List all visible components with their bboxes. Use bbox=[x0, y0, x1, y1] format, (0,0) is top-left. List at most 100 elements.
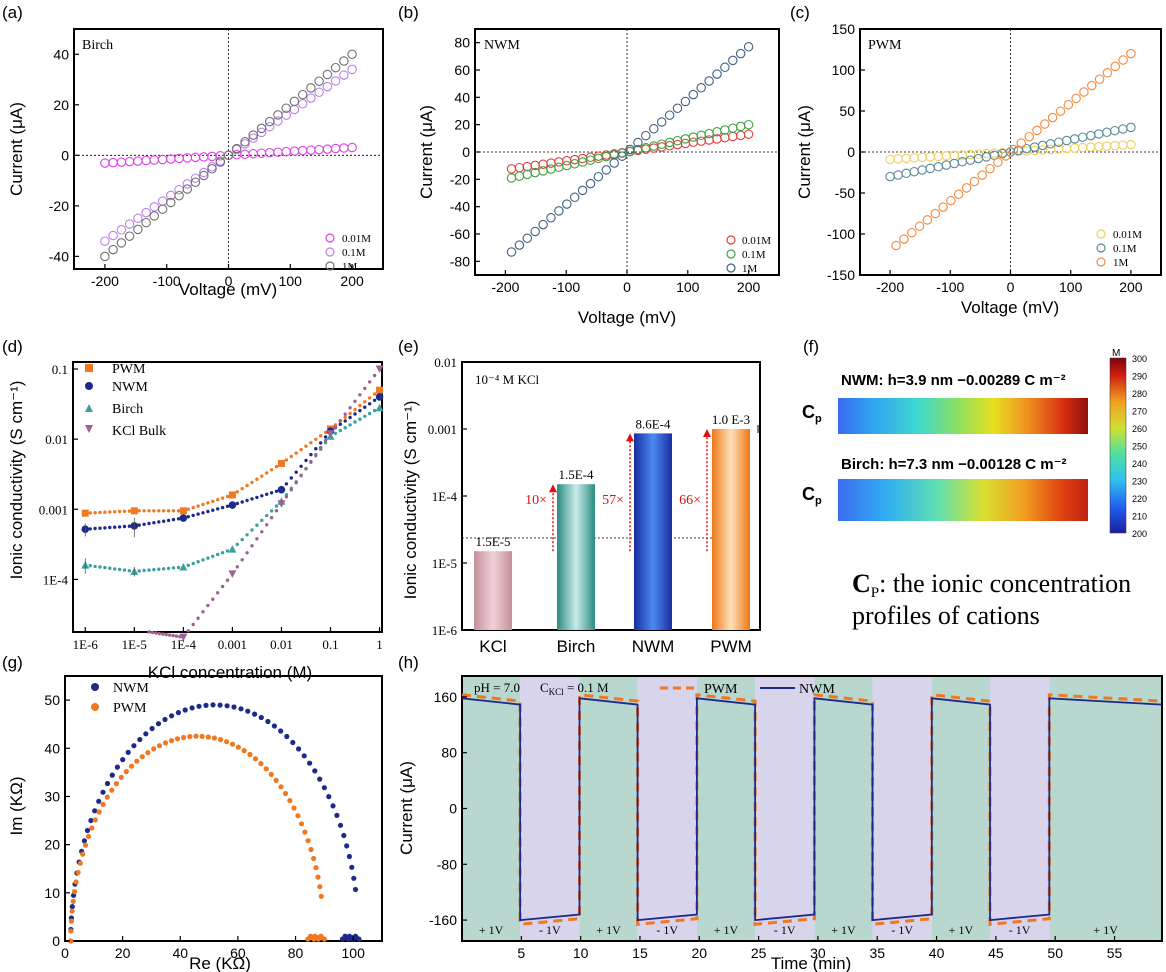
series-line-NWM bbox=[461, 697, 1163, 922]
trend-dot-PWM bbox=[323, 430, 328, 435]
y-tick-label: 0.001 bbox=[428, 422, 457, 437]
panel-a-legend: 0.01M 0.1M 1M bbox=[325, 233, 371, 273]
panel-h-xlabel: Time (min) bbox=[771, 954, 852, 972]
point-NWM bbox=[258, 714, 264, 721]
trend-dot-Birch bbox=[372, 408, 377, 413]
point-1M bbox=[339, 56, 349, 66]
trend-dot-KCl Bulk bbox=[220, 584, 225, 589]
trend-dot-KCl Bulk bbox=[358, 393, 362, 397]
x-tick-label: -200 bbox=[491, 279, 519, 295]
point-NWM bbox=[277, 485, 286, 494]
point-NWM bbox=[210, 702, 216, 708]
point-PWM bbox=[199, 733, 205, 740]
trend-dot-PWM bbox=[358, 403, 362, 408]
x-tick-label: 35 bbox=[869, 945, 885, 961]
colorbar-tick-label: 290 bbox=[1132, 372, 1147, 382]
trend-dot-NWM bbox=[157, 520, 161, 524]
trend-dot-Birch bbox=[206, 556, 210, 560]
bar-value-label: 1.0 E-3 bbox=[712, 412, 750, 427]
trend-dot-KCl Bulk bbox=[353, 399, 357, 403]
legend-marker-pwm bbox=[85, 364, 93, 372]
point-PWM bbox=[277, 459, 285, 467]
legend-label: KCl Bulk bbox=[112, 424, 166, 439]
point-0.1M bbox=[149, 202, 160, 212]
point-1M bbox=[1008, 144, 1019, 155]
trend-dot-PWM bbox=[245, 483, 249, 488]
point-NWM bbox=[337, 822, 344, 828]
trend-dot-PWM bbox=[372, 392, 377, 396]
trend-dot-PWM bbox=[152, 509, 156, 513]
point-NWM bbox=[155, 721, 162, 727]
heatmap-nwm bbox=[838, 398, 1088, 434]
point-PWM bbox=[278, 784, 284, 790]
band-voltage-label: - 1V bbox=[891, 923, 913, 937]
trend-dot-PWM bbox=[250, 480, 254, 485]
trend-dot-PWM bbox=[216, 498, 220, 502]
point-0.01M bbox=[933, 151, 944, 162]
trend-dot-NWM bbox=[299, 464, 303, 468]
point-1M bbox=[215, 157, 226, 167]
x-tick-label: 0.01 bbox=[270, 637, 293, 652]
trend-dot-KCl Bulk bbox=[206, 603, 210, 608]
trend-dot-NWM bbox=[166, 518, 171, 523]
point-0.01M bbox=[322, 144, 333, 154]
trend-dot-PWM bbox=[171, 509, 176, 513]
x-tick-label: 25 bbox=[751, 945, 767, 961]
panel-a-annotation: Birch bbox=[82, 38, 113, 53]
trend-dot-PWM bbox=[88, 511, 92, 515]
point-PWM bbox=[217, 737, 224, 743]
point-PWM bbox=[193, 733, 199, 739]
legend-label: NWM bbox=[113, 681, 149, 696]
panel-g-legend: NWM PWM bbox=[91, 681, 149, 716]
trend-dot-KCl Bulk bbox=[265, 523, 269, 527]
panel-b-xlabel: Voltage (mV) bbox=[578, 308, 676, 327]
panel-label-a: (a) bbox=[2, 3, 23, 22]
y-tick-label: 0 bbox=[462, 144, 470, 160]
trend-dot-PWM bbox=[304, 444, 308, 448]
point-1M bbox=[281, 103, 291, 113]
panel-e-conductivity-bars: 10⁻⁴ M KCl 1.5E-5 1.5E-4 8.6E-4 1.0 E-3 10× 5… bbox=[401, 355, 761, 656]
y-tick-label: 1E-4 bbox=[432, 489, 458, 504]
point-NWM bbox=[290, 739, 296, 746]
point-PWM bbox=[109, 787, 115, 793]
point-1M bbox=[240, 137, 250, 147]
trend-dot-NWM bbox=[103, 526, 107, 530]
y-tick-label: 10 bbox=[44, 885, 60, 901]
point-0.01M bbox=[720, 132, 730, 143]
panel-b-iv-nwm: NWM -200 -100 0 100 200-80-60-40-20020406080… bbox=[417, 28, 780, 327]
trend-dot-Birch bbox=[240, 537, 244, 542]
point-0.1M bbox=[720, 125, 730, 135]
point-1M bbox=[625, 144, 635, 155]
point-NWM bbox=[175, 710, 181, 716]
band-negative bbox=[520, 676, 580, 941]
point-0.1M bbox=[728, 123, 738, 133]
panel-d-ticks: 1E-6 1E-5 1E-4 0.001 0.01 0.1 1 1E-4 0.001 0.01 0.… bbox=[39, 362, 383, 652]
trend-dot-PWM bbox=[319, 434, 323, 438]
point-PWM bbox=[73, 879, 79, 885]
legend-label: 0.1M bbox=[1113, 243, 1137, 255]
y-tick-label: 160 bbox=[434, 689, 458, 705]
trend-dot-Birch bbox=[358, 417, 362, 421]
point-0.01M bbox=[506, 164, 517, 174]
trend-dot-Birch bbox=[103, 565, 107, 570]
x-tick-label: 60 bbox=[230, 945, 246, 961]
trend-dot-KCl Bulk bbox=[343, 412, 347, 416]
bar-value-label: 1.5E-4 bbox=[558, 467, 594, 482]
trend-dot-NWM bbox=[162, 519, 166, 523]
point-0.01M bbox=[157, 154, 168, 165]
trend-dot-KCl Bulk bbox=[154, 631, 158, 635]
point-0.01M bbox=[199, 152, 209, 162]
point-PWM bbox=[291, 805, 297, 811]
point-1M bbox=[182, 184, 193, 194]
point-PWM bbox=[241, 748, 247, 754]
trend-dot-PWM bbox=[117, 509, 122, 514]
panel-label-b: (b) bbox=[398, 3, 419, 22]
point-KCl-Bulk bbox=[375, 365, 384, 374]
band-positive bbox=[462, 676, 521, 941]
y-tick-label: 20 bbox=[53, 97, 69, 113]
trend-dot-Birch bbox=[201, 558, 205, 562]
point-PWM bbox=[168, 738, 175, 744]
y-tick-label: 150 bbox=[832, 21, 856, 37]
point-0.01M bbox=[1094, 141, 1104, 152]
point-NWM bbox=[125, 749, 131, 756]
